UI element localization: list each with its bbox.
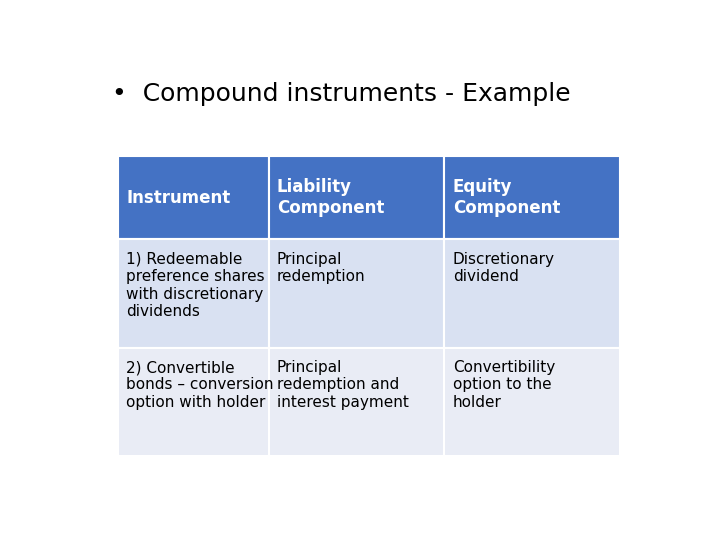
FancyBboxPatch shape [269,239,444,348]
Text: Liability
Component: Liability Component [277,178,384,217]
Text: •  Compound instruments - Example: • Compound instruments - Example [112,82,571,106]
FancyBboxPatch shape [444,239,620,348]
Text: Equity
Component: Equity Component [453,178,560,217]
Text: Discretionary
dividend: Discretionary dividend [453,252,554,284]
FancyBboxPatch shape [269,156,444,239]
Text: 1) Redeemable
preference shares
with discretionary
dividends: 1) Redeemable preference shares with dis… [126,252,265,319]
FancyBboxPatch shape [118,348,269,456]
FancyBboxPatch shape [444,348,620,456]
Text: Instrument: Instrument [126,189,230,207]
FancyBboxPatch shape [118,239,269,348]
Text: Principal
redemption: Principal redemption [277,252,366,284]
Text: Principal
redemption and
interest payment: Principal redemption and interest paymen… [277,360,409,410]
FancyBboxPatch shape [269,348,444,456]
Text: Convertibility
option to the
holder: Convertibility option to the holder [453,360,555,410]
Text: 2) Convertible
bonds – conversion
option with holder: 2) Convertible bonds – conversion option… [126,360,274,410]
FancyBboxPatch shape [118,156,269,239]
FancyBboxPatch shape [444,156,620,239]
